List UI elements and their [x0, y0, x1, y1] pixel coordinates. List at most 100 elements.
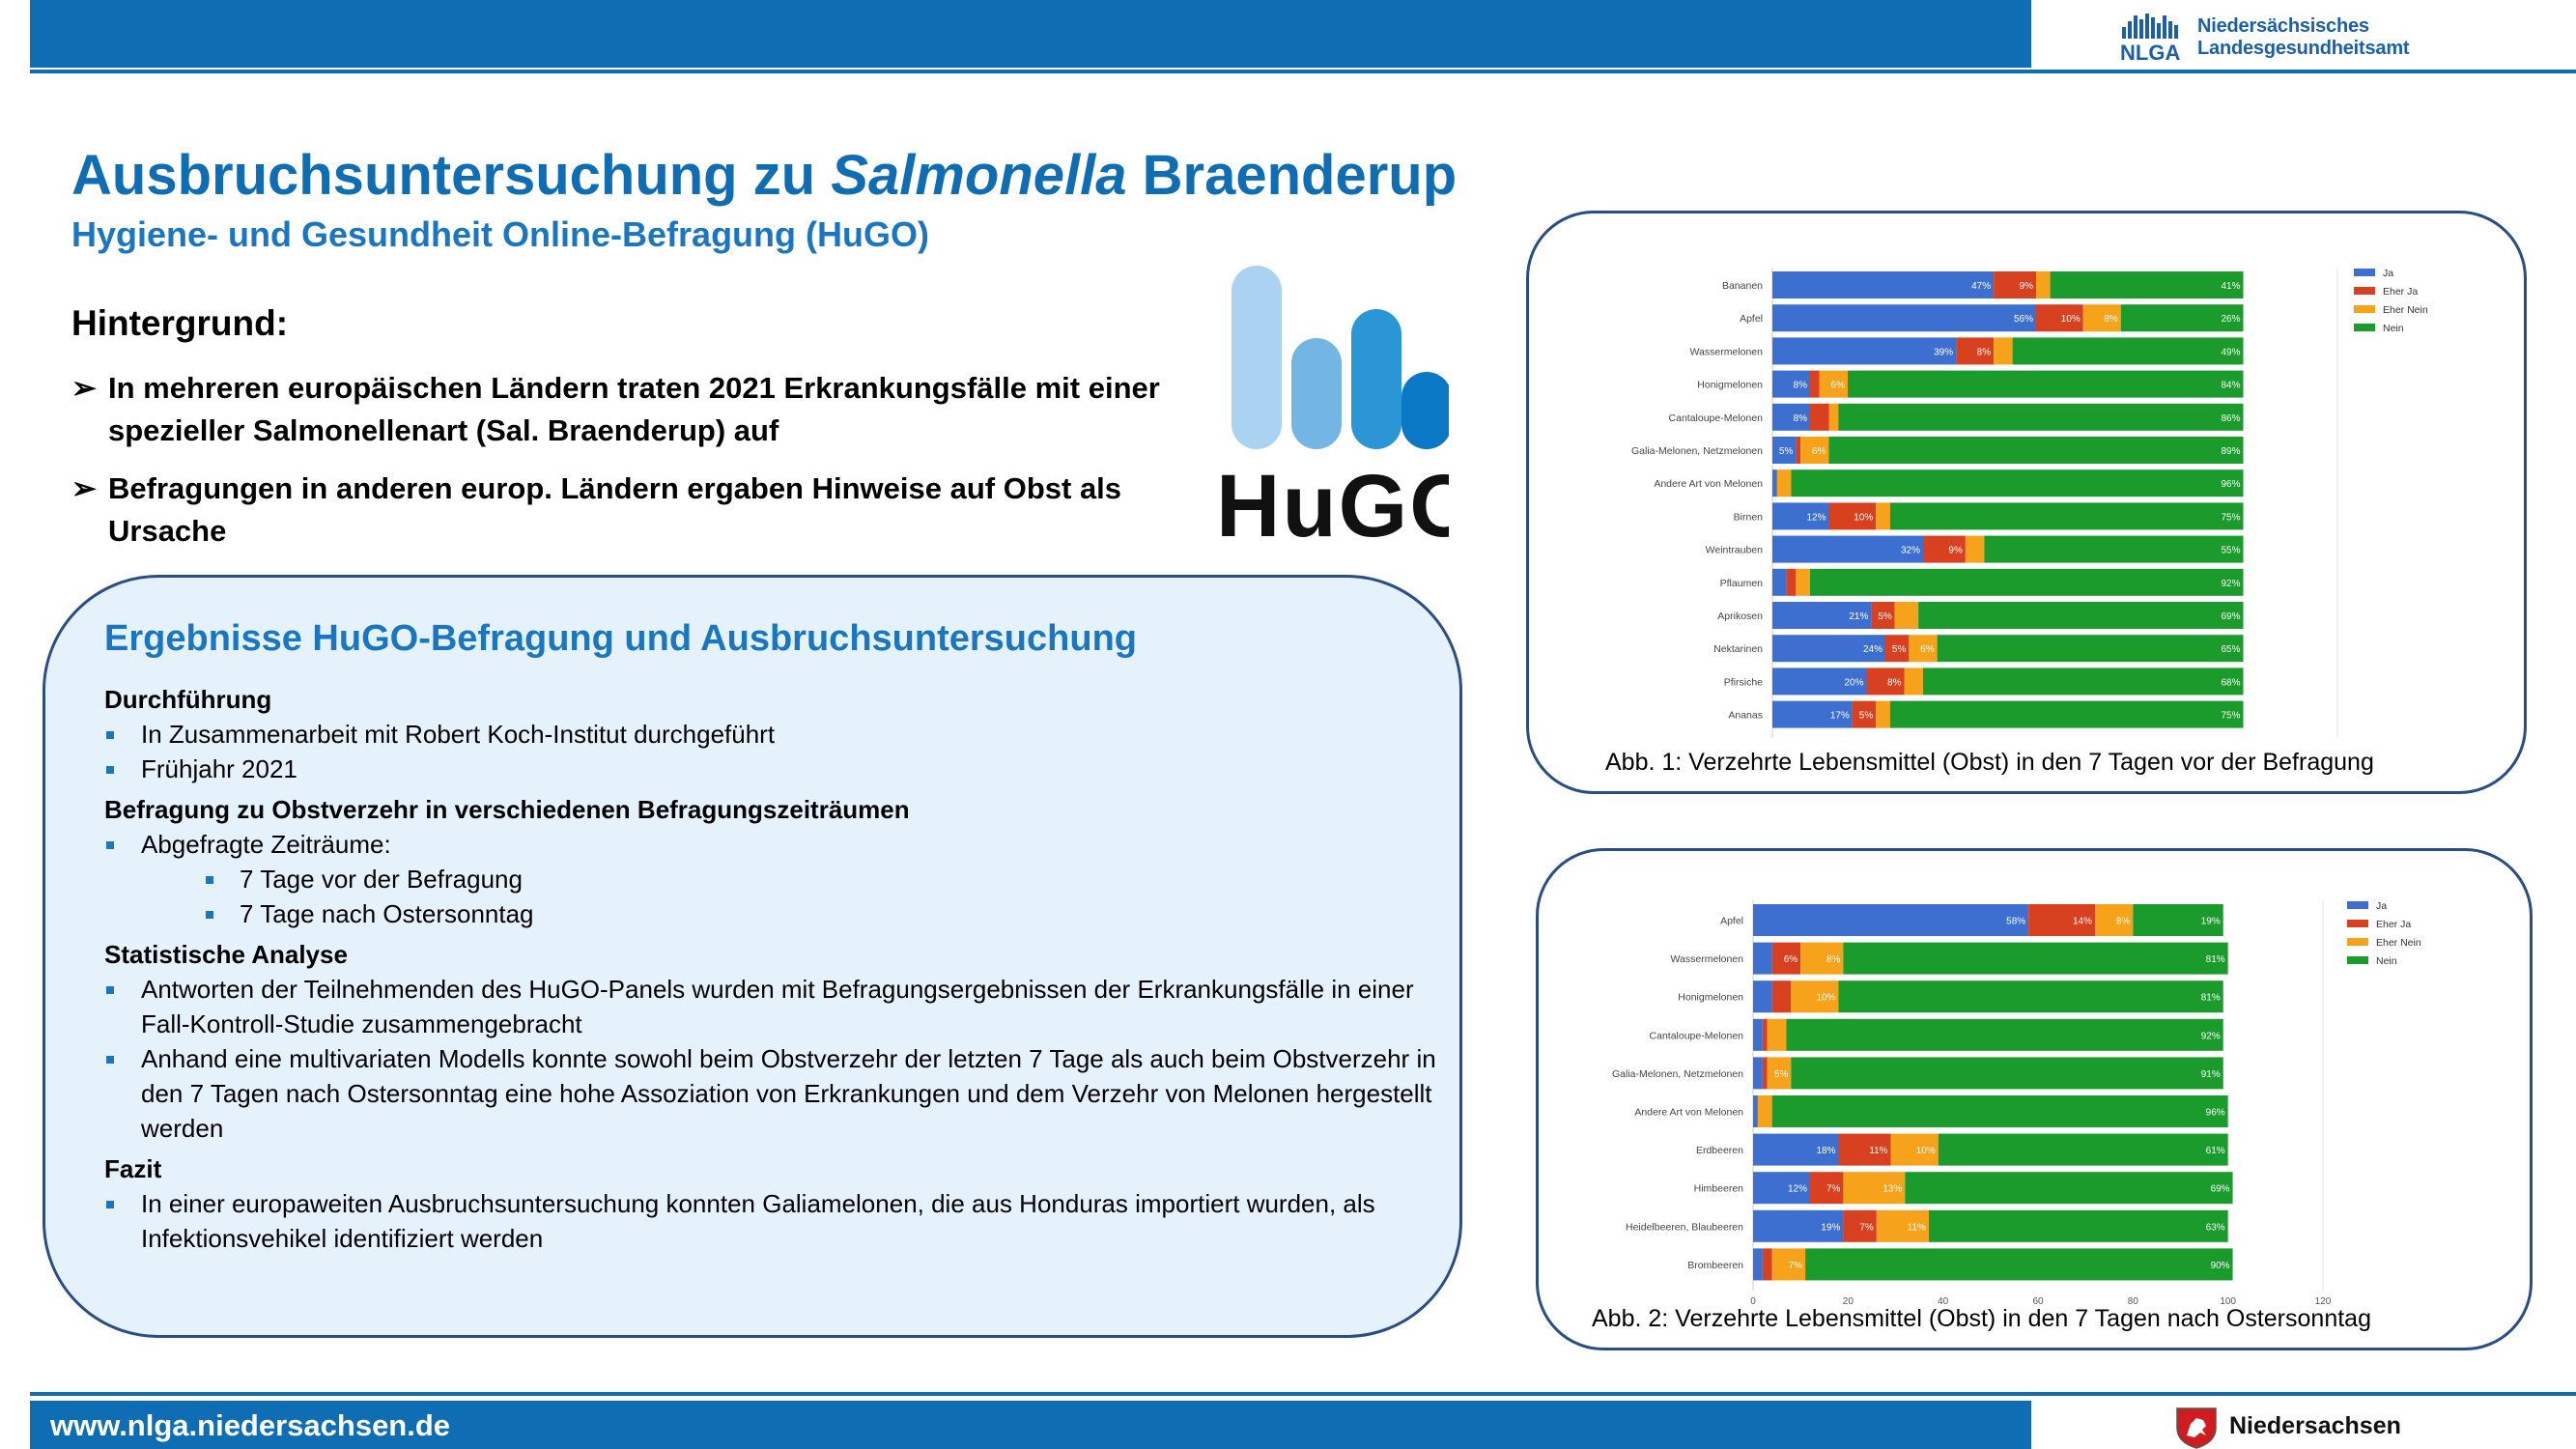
- bar-segment: [1771, 980, 1792, 1013]
- x-tick-label: 20: [1843, 1296, 1854, 1304]
- bar-segment: [1772, 568, 1787, 596]
- bar-segment: [1772, 304, 2036, 332]
- data-label: 18%: [1816, 1146, 1835, 1156]
- bar-segment: [1866, 668, 1905, 696]
- x-tick-label: 80: [2128, 1296, 2139, 1304]
- data-label: 5%: [1878, 611, 1892, 622]
- bar-segment: [1762, 1248, 1772, 1281]
- bar-segment: [1876, 502, 1890, 530]
- data-label: 55%: [2221, 546, 2240, 556]
- chart1: 020406080100120Bananen47%9%41%Apfel56%10…: [1631, 268, 2428, 744]
- data-label: 8%: [2116, 917, 2131, 927]
- category-label: Brombeeren: [1687, 1260, 1743, 1271]
- data-label: 63%: [2206, 1222, 2225, 1233]
- category-label: Galia-Melonen, Netzmelonen: [1612, 1068, 1743, 1080]
- footer-bar: [30, 1401, 2031, 1449]
- bar-segment: [1937, 635, 2244, 663]
- bar-segment: [1894, 602, 1919, 629]
- bullet-item: Antworten der Teilnehmenden des HuGO-Pan…: [104, 972, 1442, 1041]
- background-item: ➢ In mehreren europäischen Ländern traten…: [71, 367, 1202, 452]
- section-heading: Fazit: [104, 1154, 162, 1183]
- data-label: 12%: [1788, 1184, 1807, 1195]
- nlga-logo: NLGA Niedersächsisches Landesgesundheits…: [2120, 12, 2429, 66]
- bar-segment: [2133, 904, 2223, 936]
- bar-segment: [1819, 370, 1848, 398]
- data-label: 86%: [2221, 413, 2240, 424]
- section-heading: Durchführung: [104, 685, 272, 714]
- niedersachsen-logo: Niedersachsen: [2173, 1406, 2424, 1449]
- category-label: Honigmelonen: [1678, 992, 1743, 1004]
- results-body: Durchführung In Zusammenarbeit mit Rober…: [104, 676, 1442, 1256]
- nlga-mark-icon: NLGA: [2120, 14, 2180, 62]
- category-label: Apfel: [1740, 313, 1763, 325]
- bar-segment: [1757, 1095, 1772, 1127]
- bar-segment: [2012, 337, 2244, 365]
- footer-rule: [30, 1392, 2576, 1396]
- bar-segment: [1838, 980, 2223, 1013]
- bar-segment: [1786, 568, 1797, 596]
- data-label: 68%: [2221, 677, 2240, 688]
- bar-segment: [1984, 535, 2244, 563]
- bar-segment: [1800, 942, 1844, 975]
- data-label: 6%: [1812, 446, 1826, 457]
- data-label: 96%: [2206, 1108, 2225, 1119]
- bar-segment: [1796, 437, 1801, 464]
- data-label: 65%: [2221, 644, 2240, 655]
- bar-segment: [1753, 1095, 1758, 1127]
- bar-segment: [2036, 271, 2051, 298]
- data-label: 92%: [2201, 1031, 2221, 1041]
- bar-segment: [1928, 1209, 2228, 1242]
- bar-segment: [1956, 337, 1995, 365]
- legend-swatch: [2347, 901, 2368, 909]
- chart1-caption: Abb. 1: Verzehrte Lebensmittel (Obst) in…: [1605, 749, 2374, 776]
- data-label: 6%: [1831, 381, 1846, 391]
- bar-segment: [1923, 668, 2244, 696]
- bar-segment: [2082, 304, 2121, 332]
- bar-segment: [1772, 469, 1777, 497]
- legend-label: Eher Ja: [2383, 286, 2418, 298]
- data-label: 10%: [1854, 512, 1873, 523]
- bar-segment: [1786, 1018, 2223, 1051]
- data-label: 5%: [1774, 1069, 1789, 1080]
- title-part1: Ausbruchsuntersuchung zu: [71, 144, 832, 207]
- bar-segment: [1890, 1133, 1939, 1166]
- bar-segment: [1772, 502, 1829, 530]
- page-subtitle: Hygiene- und Gesundheit Online-Befragung…: [71, 214, 929, 254]
- square-bullet-icon: [206, 876, 213, 884]
- data-label: 41%: [2221, 281, 2240, 292]
- footer-url-link[interactable]: www.nlga.niedersachsen.de: [50, 1408, 451, 1442]
- bar-segment: [1810, 403, 1829, 431]
- bar-segment: [2120, 304, 2244, 332]
- data-label: 96%: [2221, 479, 2240, 490]
- legend-label: Eher Ja: [2376, 919, 2411, 930]
- bullet-item: Anhand eine multivariaten Modells konnte…: [104, 1041, 1442, 1146]
- bar-segment: [1800, 437, 1829, 464]
- results-title: Ergebnisse HuGO-Befragung und Ausbruchsu…: [104, 618, 1137, 659]
- sub-bullet-item: 7 Tage nach Ostersonntag: [104, 896, 1442, 931]
- bullet-item: Frühjahr 2021: [104, 752, 1442, 786]
- bar-segment: [1843, 1209, 1877, 1242]
- square-bullet-icon: [106, 1201, 114, 1208]
- data-label: 39%: [1934, 347, 1953, 357]
- legend-label: Nein: [2376, 955, 2397, 967]
- bar-segment: [1772, 370, 1810, 398]
- data-label: 8%: [1794, 413, 1808, 424]
- hugo-logo-text: HuGO: [1216, 457, 1449, 546]
- category-label: Pfirsiche: [1724, 676, 1763, 688]
- org-name-line2: Landesgesundheitsamt: [2197, 38, 2410, 59]
- background-item: ➢ Befragungen in anderen europ. Ländern e…: [71, 468, 1202, 553]
- data-label: 9%: [2020, 281, 2034, 292]
- data-label: 91%: [2201, 1069, 2221, 1080]
- category-label: Galia-Melonen, Netzmelonen: [1631, 445, 1763, 457]
- category-label: Nektarinen: [1713, 643, 1763, 655]
- square-bullet-icon: [106, 986, 114, 994]
- bar-segment: [1796, 568, 1810, 596]
- square-bullet-icon: [106, 1056, 114, 1064]
- bar-segment: [1828, 403, 1839, 431]
- bar-segment: [1767, 1018, 1787, 1051]
- data-label: 19%: [1821, 1222, 1840, 1233]
- legend-swatch: [2347, 920, 2368, 927]
- bar-segment: [1772, 535, 1923, 563]
- bar-segment: [1776, 469, 1792, 497]
- bar-segment: [1848, 370, 2244, 398]
